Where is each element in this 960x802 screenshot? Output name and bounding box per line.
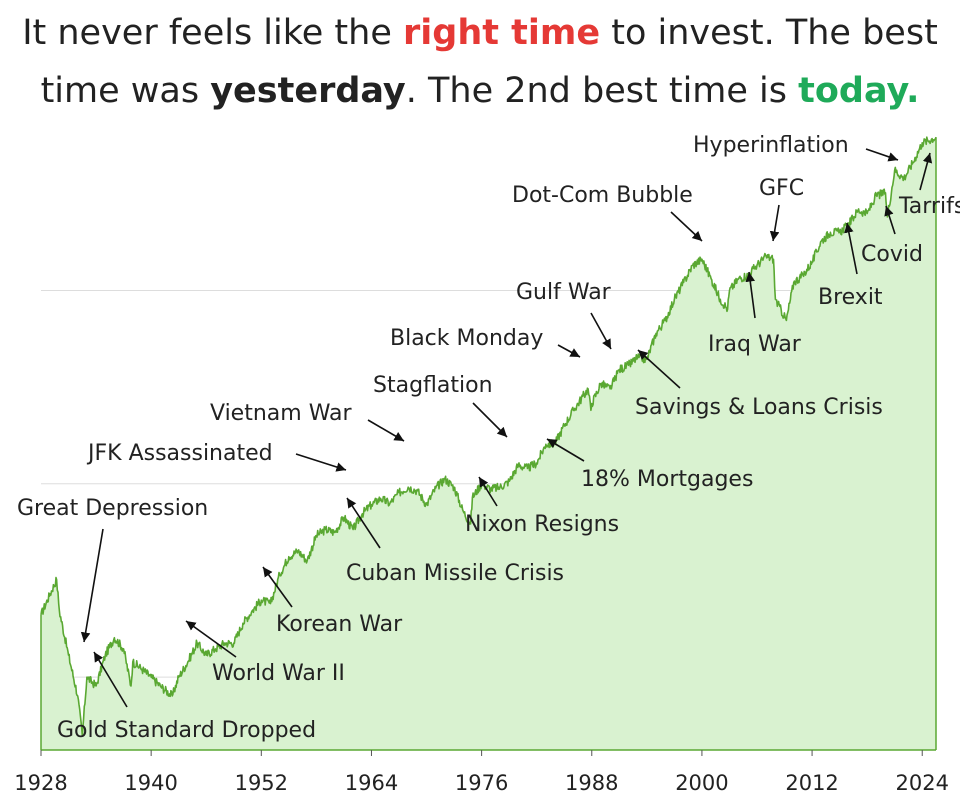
- annotation-arrow-gold-standard-dropped: [93, 651, 128, 708]
- series-line: [40, 136, 937, 737]
- annotation-arrow-18-mortgages: [546, 438, 585, 462]
- title-line1-prefix: It never feels like the: [22, 13, 392, 53]
- annotation-label-stagflation: Stagflation: [373, 373, 493, 398]
- annotation-label-korean-war: Korean War: [276, 612, 403, 637]
- annotation-label-vietnam-war: Vietnam War: [210, 401, 353, 426]
- title-today-highlight: today.: [798, 71, 920, 111]
- annotation-arrow-tarrifs: [919, 152, 933, 191]
- x-axis-ticks: 1928 1940 1952 1964 1976 1988 2000 2012 2024: [14, 750, 949, 795]
- annotation-arrow-great-depression: [80, 528, 104, 643]
- annotation-label-jfk-assassinated: JFK Assassinated: [86, 441, 273, 466]
- annotation-label-iraq-war: Iraq War: [708, 332, 802, 357]
- chart-title-line-1: It never feels like the right time to in…: [0, 12, 960, 54]
- x-tick-label-1952: 1952: [235, 771, 288, 795]
- x-tick-label-2012: 2012: [785, 771, 838, 795]
- annotation-arrow-dot-com-bubble: [670, 211, 703, 242]
- annotation-arrow-jfk-assassinated: [295, 453, 347, 472]
- annotation-label-gold-standard-dropped: Gold Standard Dropped: [57, 718, 316, 743]
- area-series: [40, 136, 937, 751]
- annotation-label-nixon-resigns: Nixon Resigns: [465, 512, 619, 537]
- annotation-arrow-cuban-missile-crisis: [346, 497, 381, 549]
- annotation-arrow-korean-war: [262, 566, 293, 608]
- annotation-arrow-black-monday: [557, 344, 581, 358]
- annotation-arrow-brexit: [844, 222, 858, 275]
- area-fill: [41, 137, 936, 750]
- annotation-arrow-hyperinflation: [865, 148, 899, 162]
- x-tick-label-1988: 1988: [565, 771, 618, 795]
- annotation-arrow-nixon-resigns: [478, 476, 498, 507]
- title-line2-middle: . The 2nd best time is: [405, 71, 788, 111]
- annotation-label-gfc: GFC: [759, 176, 804, 201]
- x-tick-label-1976: 1976: [455, 771, 508, 795]
- annotation-label-brexit: Brexit: [818, 285, 883, 310]
- annotation-label-hyperinflation: Hyperinflation: [693, 133, 849, 158]
- annotation-arrow-gulf-war: [590, 312, 612, 350]
- annotation-label-tarrifs: Tarrifs: [898, 194, 960, 219]
- annotation-label-black-monday: Black Monday: [390, 326, 543, 351]
- annotation-arrow-world-war-ii: [185, 620, 237, 658]
- annotation-label-gulf-war: Gulf War: [516, 280, 612, 305]
- annotation-arrow-gfc: [769, 204, 780, 242]
- annotation-label-dot-com-bubble: Dot-Com Bubble: [512, 183, 693, 208]
- annotation-arrow-covid: [884, 205, 896, 235]
- title-yesterday-emphasis: yesterday: [210, 71, 406, 111]
- x-tick-label-2024: 2024: [896, 771, 949, 795]
- x-tick-label-1964: 1964: [345, 771, 398, 795]
- x-tick-label-1928: 1928: [14, 771, 67, 795]
- annotation-label-cuban-missile-crisis: Cuban Missile Crisis: [346, 561, 564, 586]
- annotation-label-covid: Covid: [861, 242, 923, 267]
- annotation-arrow-stagflation: [472, 402, 508, 438]
- x-tick-label-2000: 2000: [675, 771, 728, 795]
- annotation-arrow-vietnam-war: [367, 419, 405, 442]
- chart-title-line-2: time was yesterday. The 2nd best time is…: [0, 70, 960, 112]
- annotation-label-18-mortgages: 18% Mortgages: [581, 467, 753, 492]
- annotation-arrow-iraq-war: [745, 271, 756, 319]
- annotation-label-great-depression: Great Depression: [17, 496, 208, 521]
- event-annotations: Great Depression Gold Standard Dropped Wor…: [17, 133, 960, 743]
- title-line1-suffix: to invest. The best: [611, 13, 938, 53]
- x-tick-label-1940: 1940: [124, 771, 177, 795]
- title-line2-prefix: time was: [40, 71, 200, 111]
- annotation-arrow-savings-loans-crisis: [637, 349, 681, 389]
- title-right-time-highlight: right time: [403, 13, 601, 53]
- annotation-label-world-war-ii: World War II: [212, 661, 345, 686]
- annotation-label-savings-loans-crisis: Savings & Loans Crisis: [635, 395, 883, 420]
